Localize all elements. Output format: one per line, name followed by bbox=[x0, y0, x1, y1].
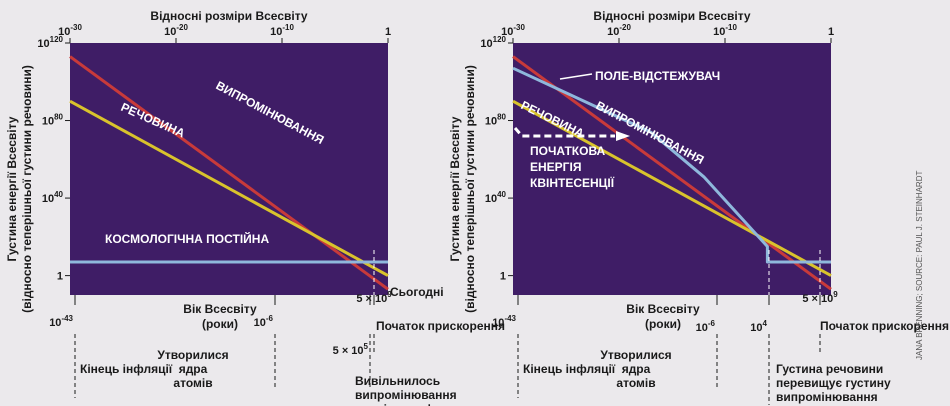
x-axis-label: (роки) bbox=[645, 317, 681, 331]
series-label: ПОЛЕ-ВІДСТЕЖУВАЧ bbox=[595, 69, 720, 83]
series-line bbox=[512, 55, 832, 291]
age-tick-label: 5 × 105 bbox=[333, 342, 369, 357]
event-label: Кінець інфляції bbox=[80, 362, 173, 376]
event-label: Вивільнилосьвипромінюваннякосмічного фон… bbox=[355, 374, 457, 406]
age-tick-label: 5 × 109 bbox=[802, 290, 838, 305]
series-line bbox=[512, 99, 832, 277]
x-tick-label: 10-20 bbox=[607, 23, 631, 38]
arrow-head bbox=[616, 131, 630, 141]
x-tick-label: 10-30 bbox=[58, 23, 82, 38]
series-line bbox=[69, 99, 389, 277]
event-label: Утворилися ядра атомів bbox=[157, 348, 228, 390]
annotation-text: КВІНТЕСЕНЦІЇ bbox=[530, 175, 615, 190]
series-line bbox=[69, 55, 389, 291]
event-label: Утворилися ядра атомів bbox=[600, 348, 671, 390]
y-tick-label: 10120 bbox=[480, 35, 506, 50]
y-tick-label: 1040 bbox=[42, 190, 64, 205]
x-tick-label: 1 bbox=[385, 26, 391, 38]
x-tick-label: 10-10 bbox=[270, 23, 294, 38]
y-tick-label: 1 bbox=[500, 271, 506, 283]
plot-area bbox=[513, 43, 831, 295]
y-tick-label: 10120 bbox=[37, 35, 63, 50]
chart-title: Відносні розміри Всесвіту bbox=[150, 9, 307, 23]
x-tick-label: 10-30 bbox=[501, 23, 525, 38]
age-tick-label: 104 bbox=[750, 319, 767, 334]
event-label: Кінець інфляції bbox=[523, 362, 616, 376]
x-axis-label: Вік Всесвіту bbox=[183, 302, 257, 316]
series-label: КОСМОЛОГІЧНА ПОСТІЙНА bbox=[105, 231, 269, 246]
age-tick-label: 5 × 109 bbox=[356, 290, 392, 305]
leader-line bbox=[559, 73, 593, 80]
x-axis-label: Вік Всесвіту bbox=[626, 302, 700, 316]
series-line bbox=[512, 66, 831, 264]
today-label: Сьогодні bbox=[390, 285, 444, 299]
chart-2: Відносні розміри Всесвіту 10-30 10-20 10-10… bbox=[448, 9, 949, 405]
y-tick-label: 1 bbox=[57, 271, 63, 283]
x-tick-label: 10-20 bbox=[164, 23, 188, 38]
chart-1: Відносні розміри Всесвіту 10-30 10-20 10-10… bbox=[5, 9, 505, 406]
event-label: Густина речовини перевищує густину випромі… bbox=[776, 362, 891, 404]
age-tick-label: 10-6 bbox=[696, 319, 716, 334]
age-tick-label: 10-43 bbox=[49, 314, 73, 329]
dashed-arrow bbox=[513, 127, 615, 138]
y-axis-label: (відносно теперішньої густини речовини) bbox=[463, 65, 477, 313]
event-label: Початок прискорення bbox=[376, 319, 505, 333]
image-credit: JANA BRENNING; SOURCE: PAUL J. STEINHARD… bbox=[915, 171, 924, 360]
x-tick-label: 10-10 bbox=[713, 23, 737, 38]
annotation-text: ЕНЕРГІЯ bbox=[530, 160, 581, 174]
x-tick-label: 1 bbox=[828, 26, 834, 38]
y-tick-label: 1080 bbox=[42, 113, 64, 128]
x-axis-label: (роки) bbox=[202, 317, 238, 331]
chart-title: Відносні розміри Всесвіту bbox=[593, 9, 750, 23]
annotation-text: ПОЧАТКОВА bbox=[530, 144, 606, 158]
age-tick-label: 10-43 bbox=[492, 314, 516, 329]
y-axis-label: Густина енергії Всесвіту bbox=[5, 116, 19, 261]
y-tick-label: 1080 bbox=[485, 113, 507, 128]
plot-area bbox=[70, 43, 388, 295]
y-axis-label: Густина енергії Всесвіту bbox=[448, 116, 462, 261]
y-axis-label: (відносно теперішньої густини речовини) bbox=[20, 65, 34, 313]
age-tick-label: 10-6 bbox=[254, 314, 274, 329]
event-label: Початок прискорення bbox=[820, 319, 949, 333]
y-tick-label: 1040 bbox=[485, 190, 507, 205]
